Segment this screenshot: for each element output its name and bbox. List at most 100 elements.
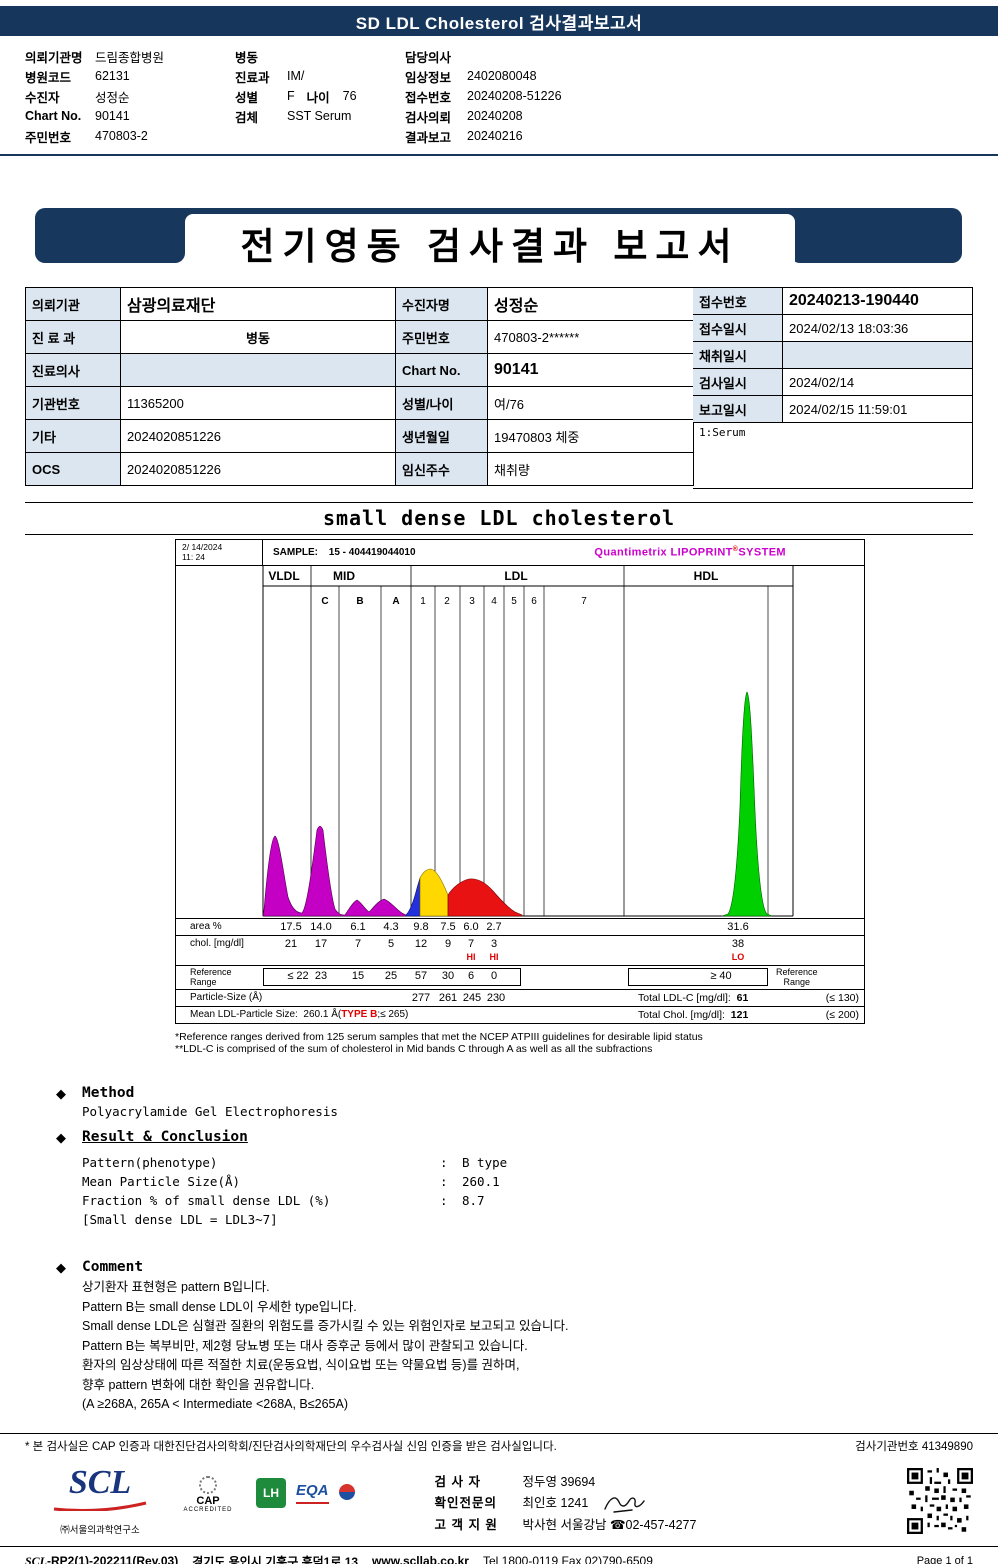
result-item: Mean Particle Size(Å) : 260.1 — [82, 1172, 998, 1191]
ref-value: 30 — [441, 970, 455, 982]
registered-icon: ® — [732, 546, 739, 554]
comment-section: ◆ Comment 상기환자 표현형은 pattern B입니다. Patter… — [56, 1259, 998, 1415]
ldl-sub-6: 6 — [531, 596, 537, 607]
chol-value: 5 — [387, 938, 395, 950]
info-value: 2024020851226 — [121, 420, 396, 453]
scl-logo-text: SCL — [68, 1463, 132, 1501]
section-title-block: small dense LDL cholesterol — [0, 502, 998, 535]
chol-value: 17 — [314, 938, 328, 950]
field-label: 성별 — [235, 90, 259, 105]
ldl-sub-5: 5 — [511, 596, 517, 607]
lab-address: 경기도 용인시 기흥구 흥덕1로 13 — [192, 1554, 359, 1564]
reference-box-hdl — [628, 968, 768, 986]
diamond-icon: ◆ — [56, 1260, 66, 1275]
band-label-ldl: LDL — [504, 569, 527, 583]
ref-label-line2: Range — [783, 977, 811, 987]
specimen-info-right: 접수번호 20240213-190440 접수일시 2024/02/13 18:… — [693, 287, 973, 489]
info-label: 보고일시 — [693, 396, 783, 423]
cap-logo-accredited: ACCREDITED — [183, 1506, 233, 1513]
ldl-sub-7: 7 — [581, 596, 587, 607]
field-label: 결과보고 — [405, 130, 452, 145]
info-label: 임신주수 — [396, 453, 488, 486]
ldl-sub-4: 4 — [491, 596, 497, 607]
report-header-bar: SD LDL Cholesterol 검사결과보고서 — [0, 6, 998, 36]
scl-logo: SCL ㈜서울의과학연구소 — [40, 1463, 160, 1536]
total-ldl: Total LDL-C [mg/dl]: 61 — [638, 992, 748, 1004]
field-label: 병원코드 — [25, 70, 72, 85]
chart-sample: SAMPLE: 15 - 404419044010 — [263, 547, 416, 558]
qr-code — [907, 1467, 973, 1534]
field-value: 드림종합병원 — [95, 50, 165, 65]
area-value: 31.6 — [727, 921, 749, 933]
area-value: 7.5 — [440, 921, 456, 933]
serum-note: 1:Serum — [693, 423, 973, 489]
info-value: 20240213-190440 — [783, 288, 973, 315]
chart-footnotes: *Reference ranges derived from 125 serum… — [175, 1031, 998, 1055]
field-value: 90141 — [95, 109, 130, 123]
result-label: Mean Particle Size(Å) — [82, 1174, 241, 1189]
info-label: 의뢰기관 — [26, 288, 121, 321]
specimen-info-left: 의뢰기관 삼광의료재단 수진자명 성정순 진 료 과 병동 주민번호 47080… — [25, 287, 694, 486]
total-chol-label: Total Chol. [mg/dl]: — [638, 1009, 725, 1021]
comment-line: (A ≥268A, 265A < Intermediate <268A, B≤2… — [82, 1397, 348, 1411]
staff-label: 검 사 자 — [434, 1474, 481, 1489]
header-divider — [0, 154, 998, 156]
staff-row-support: 고 객 지 원 박사현 서울강남 ☎02-457-4277 — [435, 1515, 697, 1536]
patient-header: 의뢰기관명 드림종합병원 병원코드 62131 수진자 성정순 Chart No. 90… — [25, 46, 998, 146]
ldl-sub-2: 2 — [444, 596, 450, 607]
field-value: 20240216 — [467, 129, 523, 143]
cholesterol-row: chol. [mg/dl] 21 17 7 5 12 9 7 3 38 HI H… — [176, 935, 864, 965]
rule-line — [25, 502, 973, 503]
row-label: Reference Range — [190, 967, 232, 987]
comment-line: Small dense LDL은 심혈관 질환의 위험도를 증가시킬 수 있는 … — [82, 1319, 569, 1333]
info-value: 90141 — [488, 354, 694, 387]
cap-seal-icon — [199, 1475, 217, 1494]
reference-range-side-label: Reference Range — [776, 967, 818, 987]
report-header-title: SD LDL Cholesterol 검사결과보고서 — [355, 13, 643, 33]
result-label: Fraction % of small dense LDL (%) — [82, 1193, 331, 1208]
signature — [604, 1496, 645, 1513]
report-banner: 전기영동 검사결과 보고서 — [0, 200, 998, 275]
comment-line: 환자의 임상상태에 따른 적절한 치료(운동요법, 식이요법 또는 약물요법 등… — [82, 1358, 520, 1372]
lab-website: www.scllab.co.kr — [372, 1554, 469, 1564]
area-value: 4.3 — [383, 921, 399, 933]
info-label: 기관번호 — [26, 387, 121, 420]
high-flag: HI — [489, 952, 499, 962]
staff-row-examiner: 검 사 자 정두영 39694 — [435, 1472, 697, 1493]
field-value: 20240208 — [467, 109, 523, 123]
ldl-sub-3: 3 — [469, 596, 475, 607]
info-value: 채취량 — [488, 453, 694, 486]
mean-tail: ;≤ 265) — [377, 1009, 409, 1020]
ref-value: 15 — [351, 970, 365, 982]
staff-value: 정두영 39694 — [522, 1474, 596, 1489]
info-label: 접수일시 — [693, 315, 783, 342]
lipoprint-chart: 2/ 14/2024 11: 24 SAMPLE: 15 - 404419044… — [175, 539, 865, 1024]
particle-value: 261 — [438, 992, 458, 1004]
rule-line — [25, 534, 973, 535]
field-label: 검체 — [235, 110, 259, 125]
low-flag: LO — [731, 952, 745, 962]
method-heading: Method — [82, 1085, 135, 1101]
result-colon: : — [440, 1174, 448, 1189]
chol-value: 38 — [731, 938, 745, 950]
scl-logo-swoosh — [53, 1501, 147, 1512]
row-label: chol. [mg/dl] — [190, 938, 244, 949]
area-value: 14.0 — [310, 921, 332, 933]
ref-value: 23 — [314, 970, 328, 982]
field-value: 470803-2 — [95, 129, 148, 143]
field-value: 62131 — [95, 69, 130, 83]
band-label-vldl: VLDL — [268, 569, 299, 583]
method-body: Polyacrylamide Gel Electrophoresis — [82, 1104, 338, 1119]
info-value: 2024/02/14 — [783, 369, 973, 396]
chart-header: 2/ 14/2024 11: 24 SAMPLE: 15 - 404419044… — [176, 540, 864, 566]
info-value: 성정순 — [488, 288, 694, 321]
total-ldl-value: 61 — [736, 992, 749, 1004]
mean-particle-row: Mean LDL-Particle Size: 260.1 Å(TYPE B;≤… — [176, 1006, 864, 1023]
ref-value: 0 — [490, 970, 498, 982]
ref-value: ≤ 22 — [287, 970, 309, 982]
patient-header-col3: 담당의사 임상정보 2402080048 접수번호 20240208-51226 검… — [405, 46, 705, 146]
field-label: 담당의사 — [405, 50, 452, 65]
method-section: ◆ Method Polyacrylamide Gel Electrophore… — [56, 1085, 998, 1119]
doc-scl: SCL — [25, 1553, 48, 1564]
